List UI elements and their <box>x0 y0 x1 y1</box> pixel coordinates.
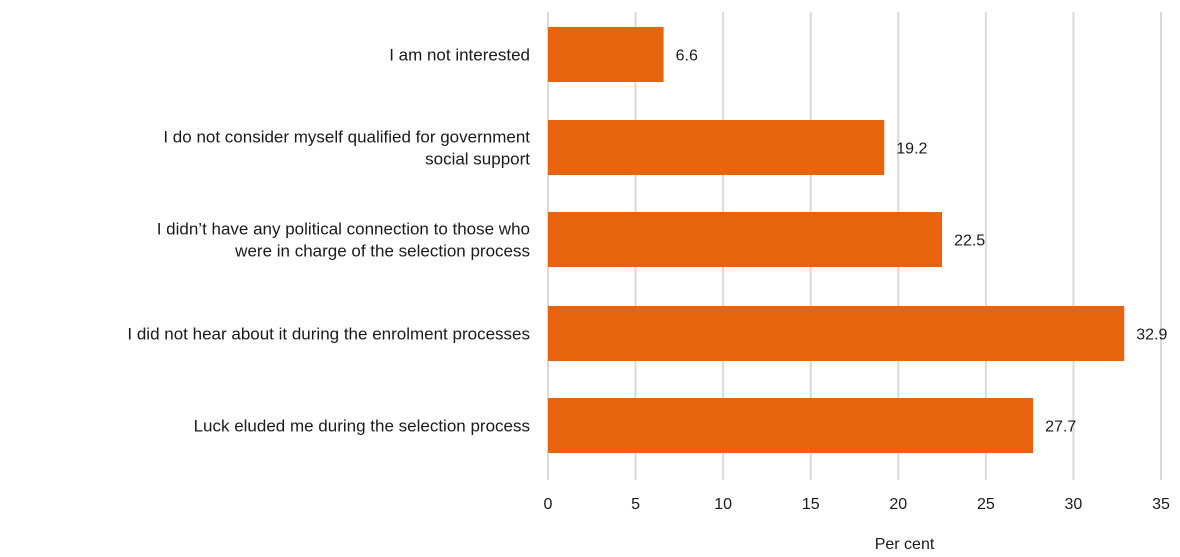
data-label-1: 19.2 <box>896 141 927 158</box>
bar-3 <box>548 306 1125 361</box>
bars <box>548 27 1125 453</box>
x-tick-labels: 0 5 10 15 20 25 30 35 <box>544 496 1170 513</box>
x-tick-label-7: 35 <box>1152 496 1170 513</box>
x-tick-label-6: 30 <box>1065 496 1083 513</box>
category-label-0-line-0: I am not interested <box>389 46 530 65</box>
x-tick-label-1: 5 <box>631 496 640 513</box>
bar-0 <box>548 27 664 82</box>
x-tick-label-2: 10 <box>714 496 732 513</box>
category-label-3-line-0: I did not hear about it during the enrol… <box>127 325 530 344</box>
x-tick-label-0: 0 <box>544 496 553 513</box>
category-labels: I am not interested I do not consider mys… <box>127 46 530 436</box>
data-label-3: 32.9 <box>1136 327 1167 344</box>
x-tick-label-4: 20 <box>889 496 907 513</box>
x-axis-title: Per cent <box>875 536 935 553</box>
data-label-2: 22.5 <box>954 233 985 250</box>
category-label-2-line-1: were in charge of the selection process <box>234 242 530 261</box>
category-label-1-line-1: social support <box>425 150 530 169</box>
bar-4 <box>548 398 1034 453</box>
data-label-4: 27.7 <box>1045 419 1076 436</box>
data-label-0: 6.6 <box>676 48 698 65</box>
bar-2 <box>548 212 943 267</box>
data-labels: 6.6 19.2 22.5 32.9 27.7 <box>676 48 1168 436</box>
category-label-4-line-0: Luck eluded me during the selection proc… <box>194 417 530 436</box>
category-label-2-line-0: I didn’t have any political connection t… <box>157 220 530 239</box>
category-label-1-line-0: I do not consider myself qualified for g… <box>163 128 530 147</box>
bar-1 <box>548 120 885 175</box>
x-tick-label-5: 25 <box>977 496 995 513</box>
x-tick-label-3: 15 <box>802 496 820 513</box>
